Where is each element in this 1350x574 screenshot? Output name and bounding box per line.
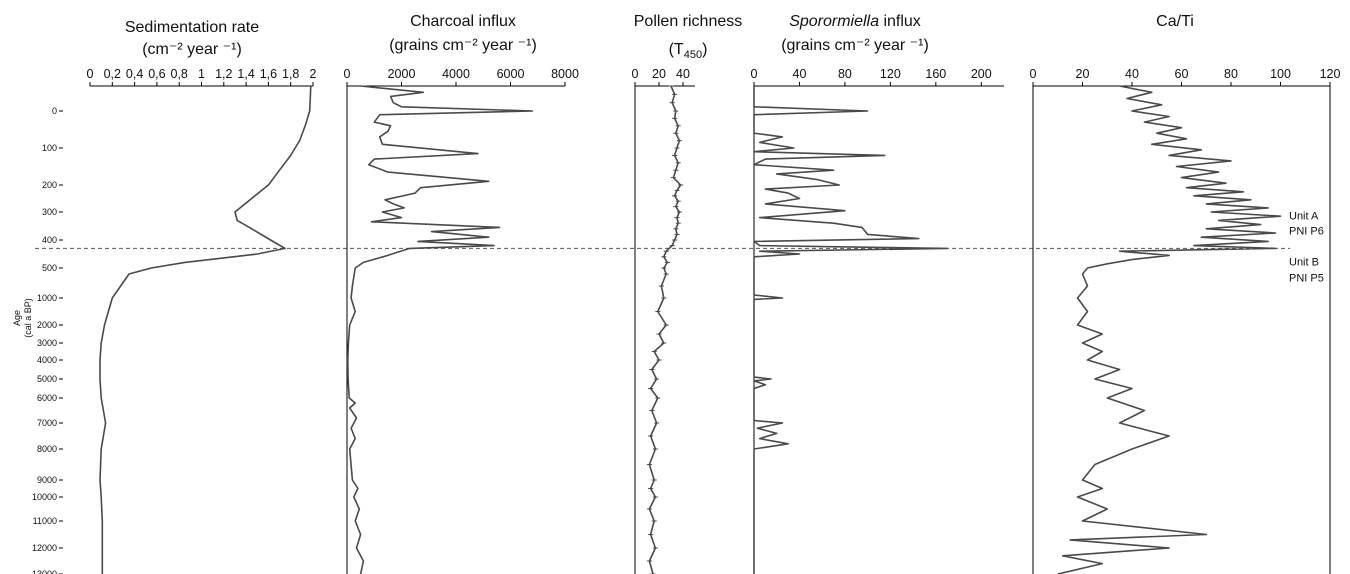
y-tick-label: 200: [42, 180, 57, 190]
sporormiella-x-tick-label: 0: [751, 67, 758, 81]
y-tick-label: 1000: [37, 293, 57, 303]
pollen-x-tick-label: 40: [676, 67, 690, 81]
charcoal-series-line: [347, 85, 534, 574]
cati-title: Ca/Ti: [1156, 13, 1194, 30]
sed-x-tick-label: 1: [198, 67, 205, 81]
y-tick-label: 4000: [37, 355, 57, 365]
y-tick-label: 8000: [37, 444, 57, 454]
sed-x-tick-label: 2: [310, 67, 317, 81]
sporormiella-x-tick-label: 40: [793, 67, 807, 81]
y-tick-label: 12000: [32, 543, 57, 553]
annotation-unit-a: Unit A: [1289, 210, 1319, 222]
sporormiella-title-italic: Sporormiella: [789, 13, 879, 30]
sporormiella-series-line: [753, 86, 948, 574]
y-tick-label: 300: [42, 207, 57, 217]
charcoal-x-tick-label: 8000: [551, 67, 579, 81]
charcoal-title-line2: (grains cm⁻² year ⁻¹): [389, 37, 537, 54]
cati-series-line: [1057, 85, 1282, 574]
charcoal-x-tick-label: 0: [344, 67, 351, 81]
y-tick-label: 3000: [37, 338, 57, 348]
cati-x-tick-label: 100: [1270, 67, 1291, 81]
sed-x-tick-label: 0,6: [148, 67, 165, 81]
sed-x-tick-label: 0,8: [171, 67, 188, 81]
pollen-title-line2-sub: 450: [684, 49, 702, 61]
y-tick-label: 2000: [37, 320, 57, 330]
pollen-series-line: [648, 85, 682, 574]
y-tick-label: 11000: [33, 516, 57, 526]
y-tick-label: 13000: [32, 569, 57, 574]
plot-layer: 0100200300400500100020003000400050006000…: [32, 67, 1341, 574]
panel-sed: 0 0,2 0,4 0,6 0,8 1 1,2 1,4 1,6 1,8 2: [87, 67, 317, 574]
cati-x-tick-label: 20: [1076, 67, 1090, 81]
sporormiella-title-rest: influx: [879, 13, 921, 30]
charcoal-x-tick-label: 2000: [388, 67, 416, 81]
panel-sporormiella: 0 40 80 120 160 200: [751, 67, 1004, 574]
charcoal-x-tick-label: 4000: [442, 67, 470, 81]
y-axis-label-line1: Age: [12, 310, 22, 326]
unit-annotations: Unit A PNI P6 Unit B PNI P5: [1289, 210, 1324, 284]
sed-x-tick-label: 1,8: [282, 67, 299, 81]
pollen-title-line2: (T450): [669, 41, 708, 61]
cati-x-tick-label: 40: [1125, 67, 1139, 81]
sporormiella-x-tick-label: 200: [971, 67, 992, 81]
pollen-title-line1: Pollen richness: [634, 13, 743, 30]
pollen-x-tick-label: 20: [652, 67, 666, 81]
charcoal-title-line1: Charcoal influx: [410, 13, 516, 30]
sporormiella-x-tick-label: 80: [838, 67, 852, 81]
sed-x-tick-label: 0,4: [126, 67, 143, 81]
y-axis-label-line2: (cal a BP): [23, 298, 33, 338]
pollen-title-line2-end: ): [702, 41, 707, 58]
sed-title-line1: Sedimentation rate: [125, 19, 259, 36]
annotation-pni-p5: PNI P5: [1289, 272, 1324, 284]
panel-pollen: 0 20 40: [632, 67, 695, 574]
annotation-pni-p6: PNI P6: [1289, 225, 1324, 237]
y-tick-label: 5000: [37, 374, 57, 384]
y-tick-label: 400: [42, 235, 57, 245]
panel-cati: 0 20 40 60 80 100 120: [1030, 67, 1341, 574]
sed-title-line2: (cm⁻² year ⁻¹): [142, 41, 242, 58]
y-tick-label: 9000: [37, 475, 57, 485]
sed-x-tick-label: 1,4: [237, 67, 254, 81]
panel-titles: Sedimentation rate (cm⁻² year ⁻¹) Charco…: [125, 13, 1194, 61]
y-tick-label: 7000: [37, 418, 57, 428]
y-axis-label: Age (cal a BP): [12, 298, 33, 338]
pollen-title-line2-main: (T: [669, 41, 684, 58]
cati-x-tick-label: 80: [1224, 67, 1238, 81]
cati-x-tick-label: 0: [1030, 67, 1037, 81]
sed-x-tick-label: 1,2: [215, 67, 232, 81]
panel-charcoal: 0 2000 4000 6000 8000: [344, 67, 579, 574]
sed-series-line: [99, 85, 312, 574]
sporormiella-x-tick-label: 120: [880, 67, 901, 81]
pollen-x-tick-label: 0: [632, 67, 639, 81]
charcoal-x-tick-label: 6000: [497, 67, 525, 81]
sporormiella-x-tick-label: 160: [925, 67, 946, 81]
sed-x-tick-label: 0,2: [104, 67, 121, 81]
y-axis: 0 100 200 300 400 500 1000 2000 3000 4000 5000 6000…: [32, 106, 63, 574]
y-tick-label: 0: [52, 106, 57, 116]
sed-x-tick-label: 1,6: [260, 67, 277, 81]
annotation-unit-b: Unit B: [1289, 256, 1319, 268]
sed-x-tick-label: 0: [87, 67, 94, 81]
cati-x-tick-label: 60: [1175, 67, 1189, 81]
y-tick-label: 10000: [32, 492, 57, 502]
y-tick-label: 6000: [37, 393, 57, 403]
sporormiella-title-line1: Sporormiella influx: [789, 13, 921, 30]
y-tick-label: 100: [42, 143, 57, 153]
cati-x-tick-label: 120: [1320, 67, 1341, 81]
sporormiella-title-line2: (grains cm⁻² year ⁻¹): [781, 37, 929, 54]
y-tick-label: 500: [42, 263, 57, 273]
